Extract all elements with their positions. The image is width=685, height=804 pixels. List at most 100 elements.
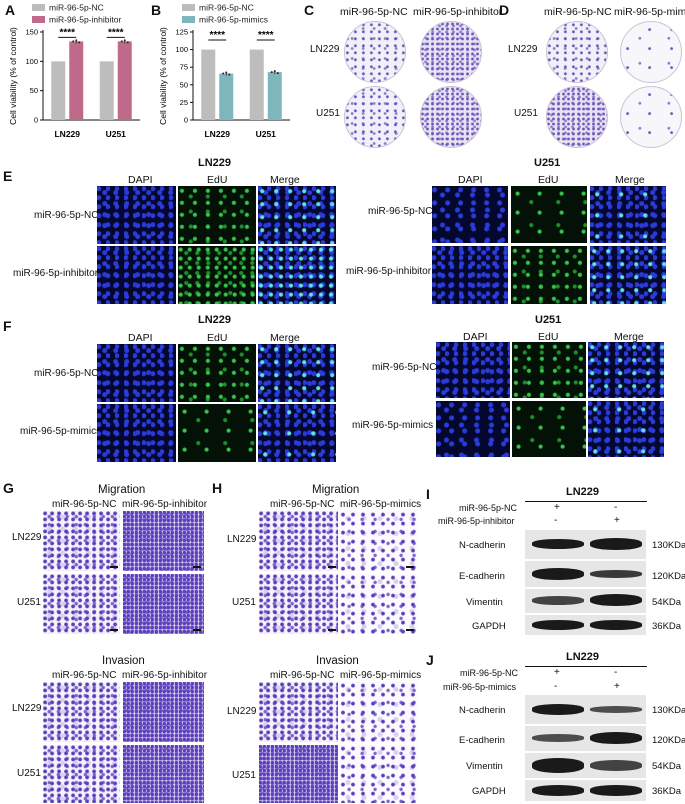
panel-label-e: E [3, 168, 13, 184]
y-tick-label: 75 [180, 63, 188, 72]
colony-c-row1-label: LN229 [310, 44, 340, 55]
edu-f-u251-nc-dapi [436, 342, 510, 398]
transwell-g-inv-row2: U251 [17, 768, 41, 779]
significance-label: **** [258, 30, 274, 41]
edu-e-u251-nc-merge [590, 186, 666, 243]
y-tick-label: 100 [175, 45, 188, 54]
bar [249, 49, 264, 120]
legend-swatch [32, 16, 45, 23]
edu-f-r-row2-label: miR-96-5p-mimics [352, 420, 434, 431]
blot-i-protein-3: Vimentin [466, 597, 503, 608]
edu-f-u251-nc-edu [512, 342, 586, 398]
colony-d-row2-label: U251 [514, 108, 538, 119]
panel-label-g: G [3, 480, 14, 496]
blot-i-divider [525, 501, 647, 502]
blot-i-size-1: 130KDa [652, 540, 685, 551]
blot-j-protein-4: GAPDH [472, 786, 506, 797]
edu-e-u251-inh-edu [511, 246, 587, 304]
transwell-h-mig-col2: miR-96-5p-mimics [340, 499, 422, 510]
edu-e-ln229-nc-dapi [97, 186, 176, 244]
legend-label: miR-96-5p-NC [49, 3, 104, 13]
edu-f-r-col-edu: EdU [538, 331, 559, 343]
legend-swatch [182, 4, 195, 11]
edu-e-r-row2-label: miR-96-5p-inhibitor [346, 266, 432, 277]
blot-i-sign-1-2: - [614, 502, 618, 513]
blot-i-cond2: miR-96-5p-inhibitor [438, 516, 515, 526]
blot-band [532, 620, 584, 630]
blot-band [532, 758, 584, 773]
colony-dish-d-ln229-mimics [620, 21, 682, 83]
colony-c-row2-label: U251 [316, 108, 340, 119]
edu-f-r-col-dapi: DAPI [463, 331, 488, 343]
transwell-h-invasion-title: Invasion [316, 655, 359, 667]
blot-j-protein-3: Vimentin [466, 761, 503, 772]
scale-bar [193, 566, 201, 568]
x-tick-label: LN229 [54, 129, 80, 139]
data-point [222, 72, 225, 75]
blot-i-protein-2: E-cadherin [459, 571, 505, 582]
panel-label-c: C [304, 2, 315, 18]
panel-label-h: H [212, 480, 223, 496]
transwell-g-inv-ln229-nc [43, 682, 120, 742]
transwell-h-mig-col1: miR-96-5p-NC [270, 499, 335, 510]
edu-f-l-col-edu: EdU [207, 332, 228, 344]
transwell-g-mig-ln229-inh [123, 511, 204, 571]
colony-c-col2-header: miR-96-5p-inhibitor [413, 6, 503, 18]
transwell-g-mig-u251-nc [43, 574, 120, 634]
y-axis-label: Cell viability (% of control) [8, 27, 18, 125]
transwell-h-inv-col2: miR-96-5p-mimics [340, 670, 422, 681]
blot-j-protein-1: N-cadherin [459, 705, 506, 716]
transwell-h-mig-u251-nc [259, 574, 338, 634]
transwell-g-invasion-title: Invasion [102, 655, 145, 667]
significance-label: **** [59, 27, 75, 38]
blot-band [590, 538, 642, 550]
y-tick-label: 125 [175, 28, 188, 37]
transwell-h-inv-row2: U251 [232, 770, 256, 781]
blot-band [590, 760, 642, 771]
data-point [72, 40, 75, 43]
panel-label-f: F [3, 318, 12, 334]
data-point [123, 39, 126, 42]
blot-j-sign-2-1: - [554, 681, 558, 692]
transwell-g-mig-ln229-nc [43, 511, 120, 571]
blot-band [590, 785, 642, 796]
blot-band [532, 734, 584, 742]
bar [117, 41, 132, 120]
edu-f-ln229-nc-edu [178, 344, 256, 402]
edu-e-l-row1-label: miR-96-5p-NC [34, 210, 99, 221]
edu-f-r-col-merge: Merge [614, 331, 644, 343]
significance-label: **** [209, 30, 225, 41]
edu-e-l-row2-label: miR-96-5p-inhibitor [13, 268, 99, 279]
blot-i-sign-1-1: + [554, 502, 560, 513]
transwell-g-mig-u251-inh [123, 574, 204, 634]
x-tick-label: U251 [256, 129, 277, 139]
transwell-g-inv-col1: miR-96-5p-NC [52, 670, 117, 681]
data-point [120, 40, 123, 43]
edu-f-l-col-dapi: DAPI [128, 332, 153, 344]
edu-f-u251-mim-edu [512, 401, 586, 457]
edu-f-ln229-mim-dapi [97, 404, 176, 462]
edu-f-right-title: U251 [535, 314, 562, 326]
transwell-h-mig-u251-mim [340, 574, 417, 634]
legend-label: miR-96-5p-NC [199, 3, 254, 13]
edu-e-left-title: LN229 [198, 157, 232, 169]
edu-e-ln229-inh-dapi [97, 246, 176, 304]
scale-bar [406, 566, 414, 568]
blot-i-sign-2-1: - [554, 515, 558, 526]
colony-c-col1-header: miR-96-5p-NC [340, 6, 408, 18]
scale-bar [406, 629, 414, 631]
colony-dish-c-ln229-nc [344, 21, 406, 83]
bar [99, 61, 114, 120]
x-tick-label: U251 [106, 129, 127, 139]
blot-band [532, 539, 584, 549]
blot-i-size-4: 36KDa [652, 621, 682, 632]
edu-f-u251-mim-dapi [436, 401, 510, 457]
edu-e-ln229-nc-edu [178, 186, 256, 244]
transwell-h-mig-ln229-nc [259, 511, 338, 571]
blot-i-cond1: miR-96-5p-NC [459, 503, 518, 513]
transwell-g-migration-title: Migration [98, 484, 146, 496]
blot-j-size-4: 36KDa [652, 786, 682, 797]
bar [219, 73, 234, 120]
edu-f-l-row2-label: miR-96-5p-mimics [20, 426, 102, 437]
panel-label-j: J [426, 652, 434, 668]
